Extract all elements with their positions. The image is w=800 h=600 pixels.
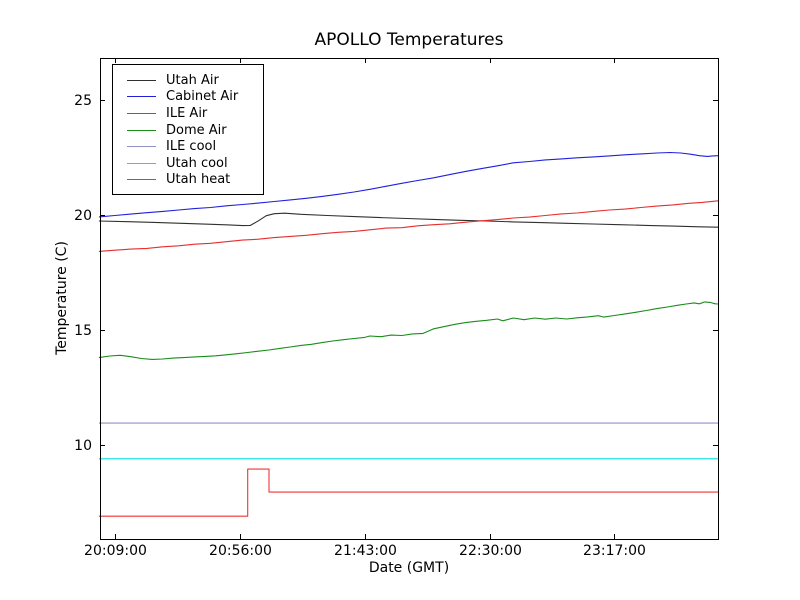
legend-line-sample bbox=[127, 146, 156, 148]
legend-entry-utah-cool: Utah cool bbox=[121, 155, 255, 172]
series-line-dome-air bbox=[98, 301, 719, 360]
legend-entry-utah-air: Utah Air bbox=[121, 72, 255, 89]
x-tick-label: 21:43:00 bbox=[334, 543, 397, 559]
legend-line-sample bbox=[127, 79, 156, 81]
legend-entry-ile-cool: ILE cool bbox=[121, 138, 255, 155]
x-tick-label: 22:30:00 bbox=[459, 543, 522, 559]
legend-line-sample bbox=[127, 129, 156, 131]
y-tick-label: 20 bbox=[74, 207, 92, 224]
series-line-utah-air bbox=[98, 212, 719, 228]
legend-entry-dome-air: Dome Air bbox=[121, 122, 255, 139]
legend-label: Dome Air bbox=[166, 122, 227, 138]
y-tick-label: 15 bbox=[74, 322, 92, 339]
legend-line-sample bbox=[127, 179, 156, 181]
legend-label: Utah Air bbox=[166, 72, 219, 88]
y-tick-label: 10 bbox=[74, 437, 92, 454]
chart-title: APOLLO Temperatures bbox=[314, 30, 504, 50]
x-tick-label: 23:17:00 bbox=[583, 543, 646, 559]
legend-line-sample bbox=[127, 96, 156, 98]
plot-frame bbox=[100, 58, 719, 540]
legend-line-sample bbox=[127, 162, 156, 164]
legend-line-sample bbox=[127, 112, 156, 114]
legend-label: Utah heat bbox=[166, 172, 231, 188]
legend: Utah Air Cabinet Air ILE Air Dome Air ILE co… bbox=[112, 64, 264, 196]
legend-label: ILE cool bbox=[166, 139, 217, 155]
legend-label: Utah cool bbox=[166, 155, 228, 171]
x-axis-label: Date (GMT) bbox=[368, 560, 450, 576]
y-tick-label: 25 bbox=[74, 92, 92, 109]
legend-entry-ile-air: ILE Air bbox=[121, 105, 255, 122]
series-line-utah-heat bbox=[98, 468, 718, 517]
legend-label: ILE Air bbox=[166, 105, 208, 121]
x-tick-label: 20:09:00 bbox=[84, 543, 147, 559]
legend-entry-utah-heat: Utah heat bbox=[121, 172, 255, 189]
x-tick-label: 20:56:00 bbox=[209, 543, 272, 559]
legend-label: Cabinet Air bbox=[166, 89, 239, 105]
series-line-ile-air bbox=[98, 200, 719, 252]
series-line-cabinet-air bbox=[98, 151, 719, 218]
legend-entry-cabinet-air: Cabinet Air bbox=[121, 89, 255, 106]
